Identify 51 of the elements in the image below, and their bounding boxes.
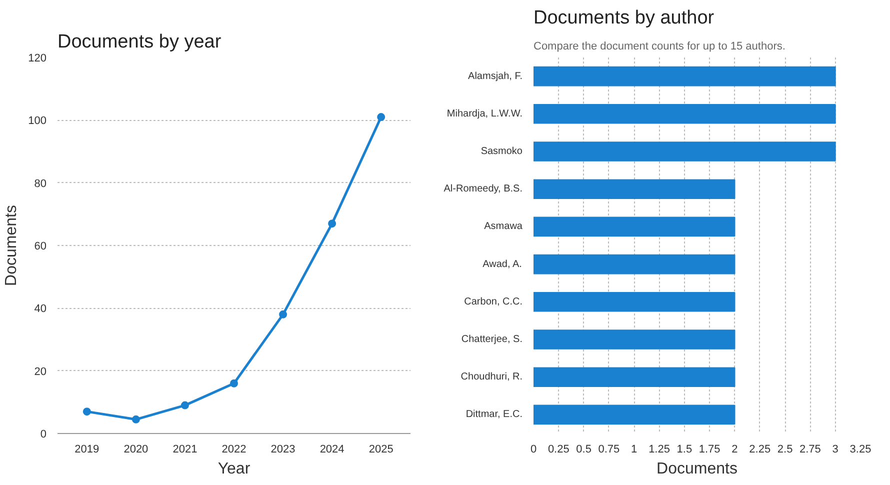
chart-title: Documents by year bbox=[58, 32, 222, 52]
y-tick-label: Mihardja, L.W.W. bbox=[446, 108, 522, 120]
y-tick-label: Asmawa bbox=[484, 221, 523, 232]
x-tick-label: 1.25 bbox=[648, 444, 670, 456]
x-tick-label: 1.75 bbox=[698, 444, 720, 456]
y-tick-label: Chatterjee, S. bbox=[461, 334, 523, 345]
y-tick-label: Carbon, C.C. bbox=[464, 296, 523, 308]
point bbox=[279, 310, 288, 318]
chart-subtitle: Compare the document counts for up to 15 authors. bbox=[534, 40, 786, 52]
x-tick-label: 1 bbox=[631, 444, 638, 456]
y-tick-label: 0 bbox=[40, 428, 47, 440]
x-tick-label: 2024 bbox=[320, 444, 344, 456]
x-tick-label: 2019 bbox=[74, 444, 100, 456]
x-tick-label: 2.5 bbox=[777, 444, 793, 456]
y-tick-label: Al-Romeedy, B.S. bbox=[444, 184, 523, 195]
y-tick-label: 40 bbox=[34, 303, 47, 316]
x-tick-label: 1.5 bbox=[676, 444, 692, 456]
y-tick-label: 120 bbox=[28, 52, 47, 64]
x-tick-label: 2 bbox=[732, 444, 738, 456]
x-axis-title: Documents bbox=[656, 460, 738, 478]
x-tick-label: 2.75 bbox=[799, 444, 821, 456]
y-tick-label: Alamsjah, F. bbox=[468, 70, 523, 82]
y-tick-label: 20 bbox=[34, 366, 47, 378]
point bbox=[82, 408, 91, 416]
point bbox=[328, 220, 336, 228]
point bbox=[230, 379, 238, 388]
y-axis-title: Documents bbox=[3, 205, 20, 286]
y-tick-label: 80 bbox=[34, 178, 47, 190]
y-tick-label: Awad, A. bbox=[482, 258, 522, 270]
y-tick-label: 60 bbox=[34, 240, 47, 252]
x-tick-label: 0.75 bbox=[598, 444, 620, 456]
x-tick-label: 2021 bbox=[172, 444, 198, 456]
x-tick-label: 3 bbox=[832, 444, 838, 456]
x-tick-label: 2023 bbox=[270, 444, 296, 456]
x-tick-label: 2022 bbox=[222, 444, 246, 456]
y-tick-label: Choudhuri, R. bbox=[460, 372, 523, 383]
x-axis-title: Year bbox=[218, 460, 251, 478]
x-tick-label: 0.5 bbox=[576, 444, 592, 456]
x-tick-label: 2025 bbox=[368, 444, 394, 456]
x-tick-label: 3.25 bbox=[850, 444, 872, 456]
x-tick-label: 2020 bbox=[124, 444, 148, 456]
chart-title: Documents by author bbox=[534, 8, 715, 28]
point bbox=[377, 113, 386, 122]
x-tick-label: 2.25 bbox=[749, 444, 771, 456]
point bbox=[132, 415, 140, 424]
x-tick-label: 0.25 bbox=[548, 444, 570, 456]
y-tick-label: Sasmoko bbox=[480, 146, 523, 157]
point bbox=[180, 401, 189, 410]
x-tick-label: 0 bbox=[530, 444, 537, 456]
y-tick-label: Dittmar, E.C. bbox=[466, 409, 523, 420]
y-tick-label: 100 bbox=[28, 115, 47, 128]
